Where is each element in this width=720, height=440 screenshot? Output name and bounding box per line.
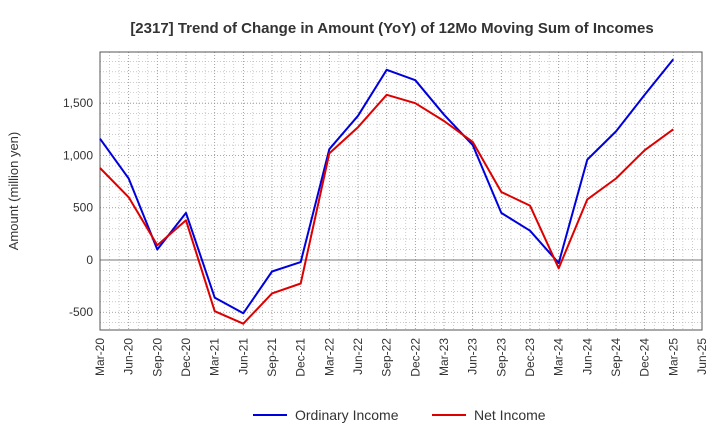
x-tick-label: Jun-24 (580, 338, 594, 375)
x-tick-label: Mar-21 (208, 338, 222, 376)
series-line-ordinary-income (99, 58, 675, 315)
x-tick-label: Jun-25 (695, 338, 709, 375)
legend-ordinary-income-label: Ordinary Income (295, 407, 399, 423)
y-axis-label: Amount (million yen) (6, 132, 21, 251)
y-tick-label: 500 (73, 201, 93, 215)
x-tick-label: Sep-23 (494, 338, 508, 377)
legend-net-income-label: Net Income (474, 407, 546, 423)
x-tick-label: Dec-21 (294, 338, 308, 377)
x-tick-label: Dec-24 (638, 338, 652, 377)
x-tick-label: Sep-24 (609, 338, 623, 377)
x-tick-label: Mar-23 (437, 338, 451, 376)
x-tick-label: Dec-20 (179, 338, 193, 377)
series-line-net-income (99, 93, 674, 325)
y-tick-label: -500 (69, 305, 93, 319)
plot-area: -500 0 500 1,000 1,500 Mar-20 Jun-20 Sep-20 Dec-… (63, 51, 709, 377)
x-tick-label: Mar-24 (552, 338, 566, 376)
x-tick-label: Dec-23 (523, 338, 537, 377)
chart-title: [2317] Trend of Change in Amount (YoY) o… (130, 20, 653, 37)
x-tick-label: Sep-22 (380, 338, 394, 377)
x-tick-label: Mar-20 (93, 338, 107, 376)
x-tick-label: Jun-21 (236, 338, 250, 375)
x-tick-label: Mar-22 (322, 338, 336, 376)
x-tick-label: Sep-20 (150, 338, 164, 377)
legend: Ordinary Income Net Income (253, 407, 546, 423)
y-tick-label: 0 (86, 253, 93, 267)
x-tick-label: Jun-23 (466, 338, 480, 375)
x-tick-label: Sep-21 (265, 338, 279, 377)
y-tick-label: 1,500 (63, 96, 93, 110)
x-tick-label: Mar-25 (666, 338, 680, 376)
x-tick-label: Jun-20 (122, 338, 136, 375)
x-tick-label: Dec-22 (408, 338, 422, 377)
plot-border (99, 51, 703, 331)
x-tick-label: Jun-22 (351, 338, 365, 375)
y-tick-label: 1,000 (63, 148, 93, 162)
